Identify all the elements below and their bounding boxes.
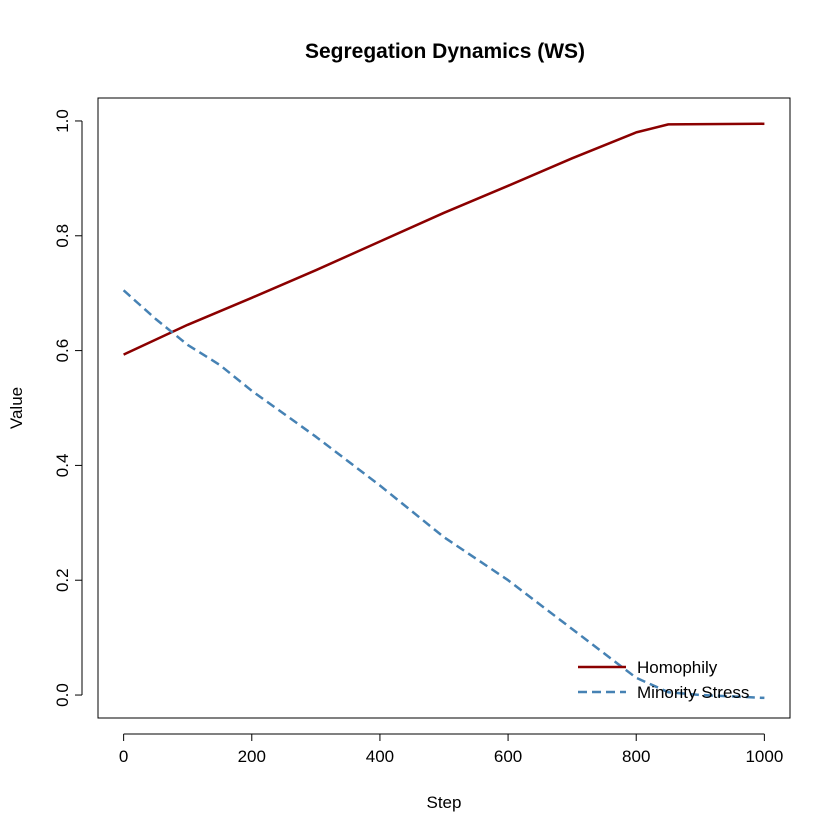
x-axis: 0 200 400 600 800 1000: [119, 733, 783, 766]
x-tick-label: 400: [366, 747, 394, 766]
y-tick-label: 0.2: [53, 568, 72, 592]
y-tick-label: 0.0: [53, 683, 72, 707]
x-tick-label: 1000: [745, 747, 783, 766]
x-axis-label: Step: [427, 793, 462, 812]
x-tick-label: 800: [622, 747, 650, 766]
y-tick-label: 0.4: [53, 454, 72, 478]
series-line: [122, 289, 765, 700]
x-tick-label: 200: [238, 747, 266, 766]
y-axis-label: Value: [7, 387, 26, 429]
legend-label: Minority Stress: [637, 683, 749, 702]
y-tick-label: 0.6: [53, 339, 72, 363]
series-line: [123, 122, 765, 356]
legend: Homophily Minority Stress: [578, 658, 749, 702]
plot-area: [97, 97, 791, 719]
y-axis: 0.0 0.2 0.4 0.6 0.8 1.0: [53, 109, 83, 707]
y-tick-label: 1.0: [53, 109, 72, 133]
legend-label: Homophily: [637, 658, 718, 677]
series-layer: [122, 122, 765, 700]
x-tick-label: 600: [494, 747, 522, 766]
y-tick-label: 0.8: [53, 224, 72, 248]
chart-title: Segregation Dynamics (WS): [305, 40, 585, 63]
x-tick-label: 0: [119, 747, 128, 766]
